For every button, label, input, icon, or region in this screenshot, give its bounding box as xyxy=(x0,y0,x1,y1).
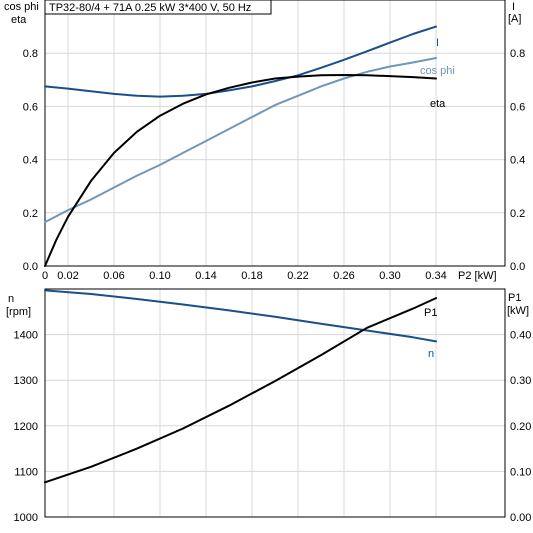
top-right-tick-label: 0.6 xyxy=(510,101,525,113)
top-left-tick-label: 0.6 xyxy=(23,101,38,113)
bottom-plot-curves xyxy=(44,289,437,484)
top-left-axis-label-eta: eta xyxy=(11,14,27,26)
x-tick-label: 0.22 xyxy=(287,270,308,282)
top-left-tick-label: 0.0 xyxy=(23,261,38,273)
bottom-left-axis-label-n: n xyxy=(8,293,14,305)
bottom-right-axis-label-unit: [kW] xyxy=(507,305,529,317)
top-left-tick-label: 0.4 xyxy=(23,155,38,167)
bottom-plot-grid xyxy=(45,289,505,517)
top-right-tick-label: 0.4 xyxy=(510,155,525,167)
axis-tick-labels: 0 0.02 0.06 0.10 0.14 0.18 0.22 0.26 0.30 0.34 0.0… xyxy=(14,48,532,524)
top-right-axis-label-unit: [A] xyxy=(508,13,521,25)
series-label-p1: P1 xyxy=(424,307,437,319)
top-right-tick-label: 0.2 xyxy=(510,208,525,220)
top-left-tick-label: 0.2 xyxy=(23,208,38,220)
series-label-cos-phi: cos phi xyxy=(420,65,455,77)
x-tick-label: 0.10 xyxy=(149,270,170,282)
top-plot-curves xyxy=(44,25,437,267)
series-label-eta: eta xyxy=(430,98,446,110)
top-right-tick-label: 0.8 xyxy=(510,48,525,60)
bottom-right-tick-label: 0.00 xyxy=(510,512,531,524)
series-line-I xyxy=(44,25,437,98)
x-tick-label: 0.26 xyxy=(333,270,354,282)
series-line-eta xyxy=(44,74,437,267)
bottom-left-axis-label-unit: [rpm] xyxy=(6,306,31,318)
x-tick-label: 0.18 xyxy=(241,270,262,282)
bottom-right-tick-label: 0.20 xyxy=(510,421,531,433)
bottom-left-tick-label: 1400 xyxy=(14,330,38,342)
bottom-plot-frame xyxy=(44,288,506,518)
bottom-right-tick-label: 0.40 xyxy=(510,330,531,342)
top-right-axis-label-i: I xyxy=(512,1,515,13)
x-tick-label: 0.34 xyxy=(425,270,446,282)
bottom-left-tick-label: 1100 xyxy=(14,466,38,478)
series-label-i: I xyxy=(436,37,439,49)
top-plot-frame xyxy=(44,0,506,267)
x-tick-label: 0.02 xyxy=(57,270,78,282)
bottom-left-tick-label: 1300 xyxy=(14,375,38,387)
x-tick-label: 0.14 xyxy=(195,270,216,282)
bottom-right-axis-label-p1: P1 xyxy=(508,292,521,304)
x-axis-unit-label: P2 [kW] xyxy=(458,270,497,282)
bottom-left-tick-label: 1000 xyxy=(14,512,38,524)
top-right-tick-label: 0.0 xyxy=(510,261,525,273)
x-tick-label: 0.06 xyxy=(103,270,124,282)
chart-title: TP32-80/4 + 71A 0.25 kW 3*400 V, 50 Hz xyxy=(49,2,251,14)
series-line-cos-phi xyxy=(44,57,437,224)
top-plot-grid xyxy=(45,0,505,266)
series-line-p1 xyxy=(44,297,437,484)
bottom-left-tick-label: 1200 xyxy=(14,421,38,433)
x-tick-label: 0 xyxy=(42,270,48,282)
top-left-axis-label-cosphi: cos phi xyxy=(4,1,39,13)
series-line-n xyxy=(44,289,437,343)
x-tick-label: 0.30 xyxy=(379,270,400,282)
bottom-right-tick-label: 0.10 xyxy=(510,466,531,478)
top-left-tick-label: 0.8 xyxy=(23,48,38,60)
title-box xyxy=(44,0,272,15)
series-label-n: n xyxy=(428,348,434,360)
bottom-right-tick-label: 0.30 xyxy=(510,375,531,387)
